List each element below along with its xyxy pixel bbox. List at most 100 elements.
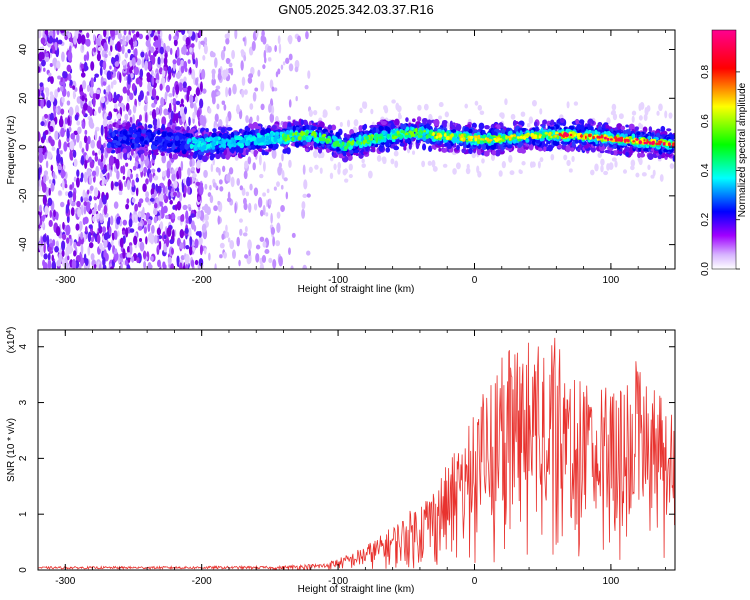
noise-blob <box>87 245 91 256</box>
noise-blob <box>277 35 281 45</box>
ridge-blob <box>591 120 595 125</box>
noise-blob <box>431 159 436 168</box>
noise-blob <box>158 193 164 202</box>
noise-blob <box>361 163 366 168</box>
noise-blob <box>55 226 61 237</box>
noise-blob <box>52 264 56 269</box>
ridge-blob <box>650 133 654 137</box>
noise-blob <box>110 30 115 37</box>
noise-blob <box>133 235 138 246</box>
noise-blob <box>69 184 73 190</box>
noise-blob <box>175 112 179 124</box>
noise-blob <box>51 146 56 151</box>
noise-blob <box>187 167 191 177</box>
ridge-blob <box>309 145 314 151</box>
ridge-blob <box>172 153 179 160</box>
noise-blob <box>201 68 206 80</box>
noise-blob <box>38 167 42 174</box>
noise-blob <box>45 160 49 169</box>
noise-blob <box>306 193 311 198</box>
noise-blob <box>509 170 515 176</box>
noise-blob <box>282 61 286 66</box>
noise-blob <box>41 182 47 193</box>
noise-blob <box>67 255 70 261</box>
noise-blob <box>78 236 82 247</box>
noise-blob <box>180 65 185 74</box>
noise-blob <box>74 104 80 115</box>
noise-blob <box>188 227 192 238</box>
noise-blob <box>69 79 73 86</box>
ridge-blob <box>225 153 231 160</box>
noise-blob <box>131 212 135 224</box>
noise-blob <box>55 107 59 114</box>
noise-blob <box>125 227 129 238</box>
noise-blob <box>428 113 433 121</box>
noise-blob <box>65 203 69 214</box>
noise-blob <box>127 257 131 263</box>
noise-blob <box>188 245 193 256</box>
noise-blob <box>185 244 190 250</box>
noise-blob <box>225 86 229 98</box>
noise-blob <box>90 253 95 261</box>
noise-blob <box>126 198 130 205</box>
noise-blob <box>304 84 309 90</box>
ridge-blob <box>145 132 152 136</box>
noise-blob <box>89 121 95 129</box>
noise-blob <box>504 98 508 106</box>
noise-blob <box>131 179 135 188</box>
noise-blob <box>333 163 337 171</box>
noise-blob <box>337 161 342 170</box>
noise-blob <box>474 100 479 106</box>
noise-blob <box>539 157 544 163</box>
noise-blob <box>308 109 313 117</box>
noise-blob <box>168 102 172 112</box>
noise-blob <box>138 198 144 204</box>
noise-blob <box>622 169 628 174</box>
noise-blob <box>82 217 86 226</box>
noise-blob <box>130 73 134 79</box>
noise-blob <box>646 105 651 112</box>
noise-blob <box>72 149 77 158</box>
noise-blob <box>46 234 50 246</box>
noise-blob <box>47 43 51 48</box>
noise-blob <box>172 117 176 124</box>
noise-blob <box>190 166 196 172</box>
noise-blob <box>194 96 198 104</box>
noise-blob <box>244 160 249 169</box>
noise-blob <box>257 69 261 77</box>
noise-blob <box>83 197 89 202</box>
noise-blob <box>166 168 171 179</box>
noise-blob <box>261 255 267 263</box>
noise-blob <box>234 30 238 40</box>
ridge-blob <box>174 135 180 141</box>
noise-blob <box>243 170 248 180</box>
noise-blob <box>119 237 124 248</box>
noise-blob <box>61 257 65 267</box>
noise-blob <box>107 172 110 180</box>
noise-blob <box>103 232 109 241</box>
ridge-blob <box>302 119 308 126</box>
noise-blob <box>47 197 53 207</box>
noise-blob <box>162 184 166 195</box>
noise-blob <box>61 96 65 103</box>
noise-blob <box>49 35 53 44</box>
noise-blob <box>498 170 503 177</box>
ridge-blob <box>160 152 165 156</box>
ridge-blob <box>153 125 157 130</box>
noise-blob <box>329 156 334 162</box>
noise-blob <box>64 191 69 196</box>
noise-blob <box>278 43 282 54</box>
noise-blob <box>208 252 211 261</box>
noise-blob <box>70 132 76 140</box>
noise-blob <box>42 67 46 72</box>
noise-blob <box>42 259 46 267</box>
noise-blob <box>234 202 237 214</box>
noise-blob <box>236 236 240 247</box>
ridge-blob <box>132 124 137 129</box>
noise-blob <box>85 154 89 161</box>
noise-blob <box>121 230 126 235</box>
noise-blob <box>153 208 158 216</box>
ridge-blob <box>161 133 167 138</box>
noise-blob <box>183 185 187 195</box>
noise-blob <box>270 226 276 235</box>
